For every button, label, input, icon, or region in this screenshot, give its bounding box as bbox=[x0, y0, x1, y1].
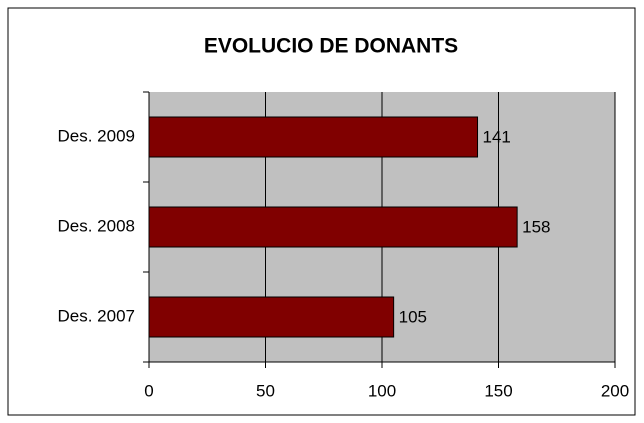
value-label: 141 bbox=[483, 127, 511, 146]
y-tick-label: Des. 2007 bbox=[58, 306, 136, 325]
value-label: 105 bbox=[399, 307, 427, 326]
y-tick-label: Des. 2009 bbox=[58, 126, 136, 145]
x-tick-label: 0 bbox=[144, 381, 153, 400]
x-tick-label: 50 bbox=[256, 381, 275, 400]
bar bbox=[148, 116, 479, 158]
y-tick-label: Des. 2008 bbox=[58, 216, 136, 235]
x-tick-label: 150 bbox=[484, 381, 512, 400]
chart-title: EVOLUCIO DE DONANTS bbox=[204, 35, 458, 58]
bar bbox=[148, 296, 395, 338]
bar bbox=[148, 206, 518, 248]
x-tick-label: 200 bbox=[601, 381, 629, 400]
x-tick-label: 100 bbox=[368, 381, 396, 400]
value-label: 158 bbox=[522, 217, 550, 236]
